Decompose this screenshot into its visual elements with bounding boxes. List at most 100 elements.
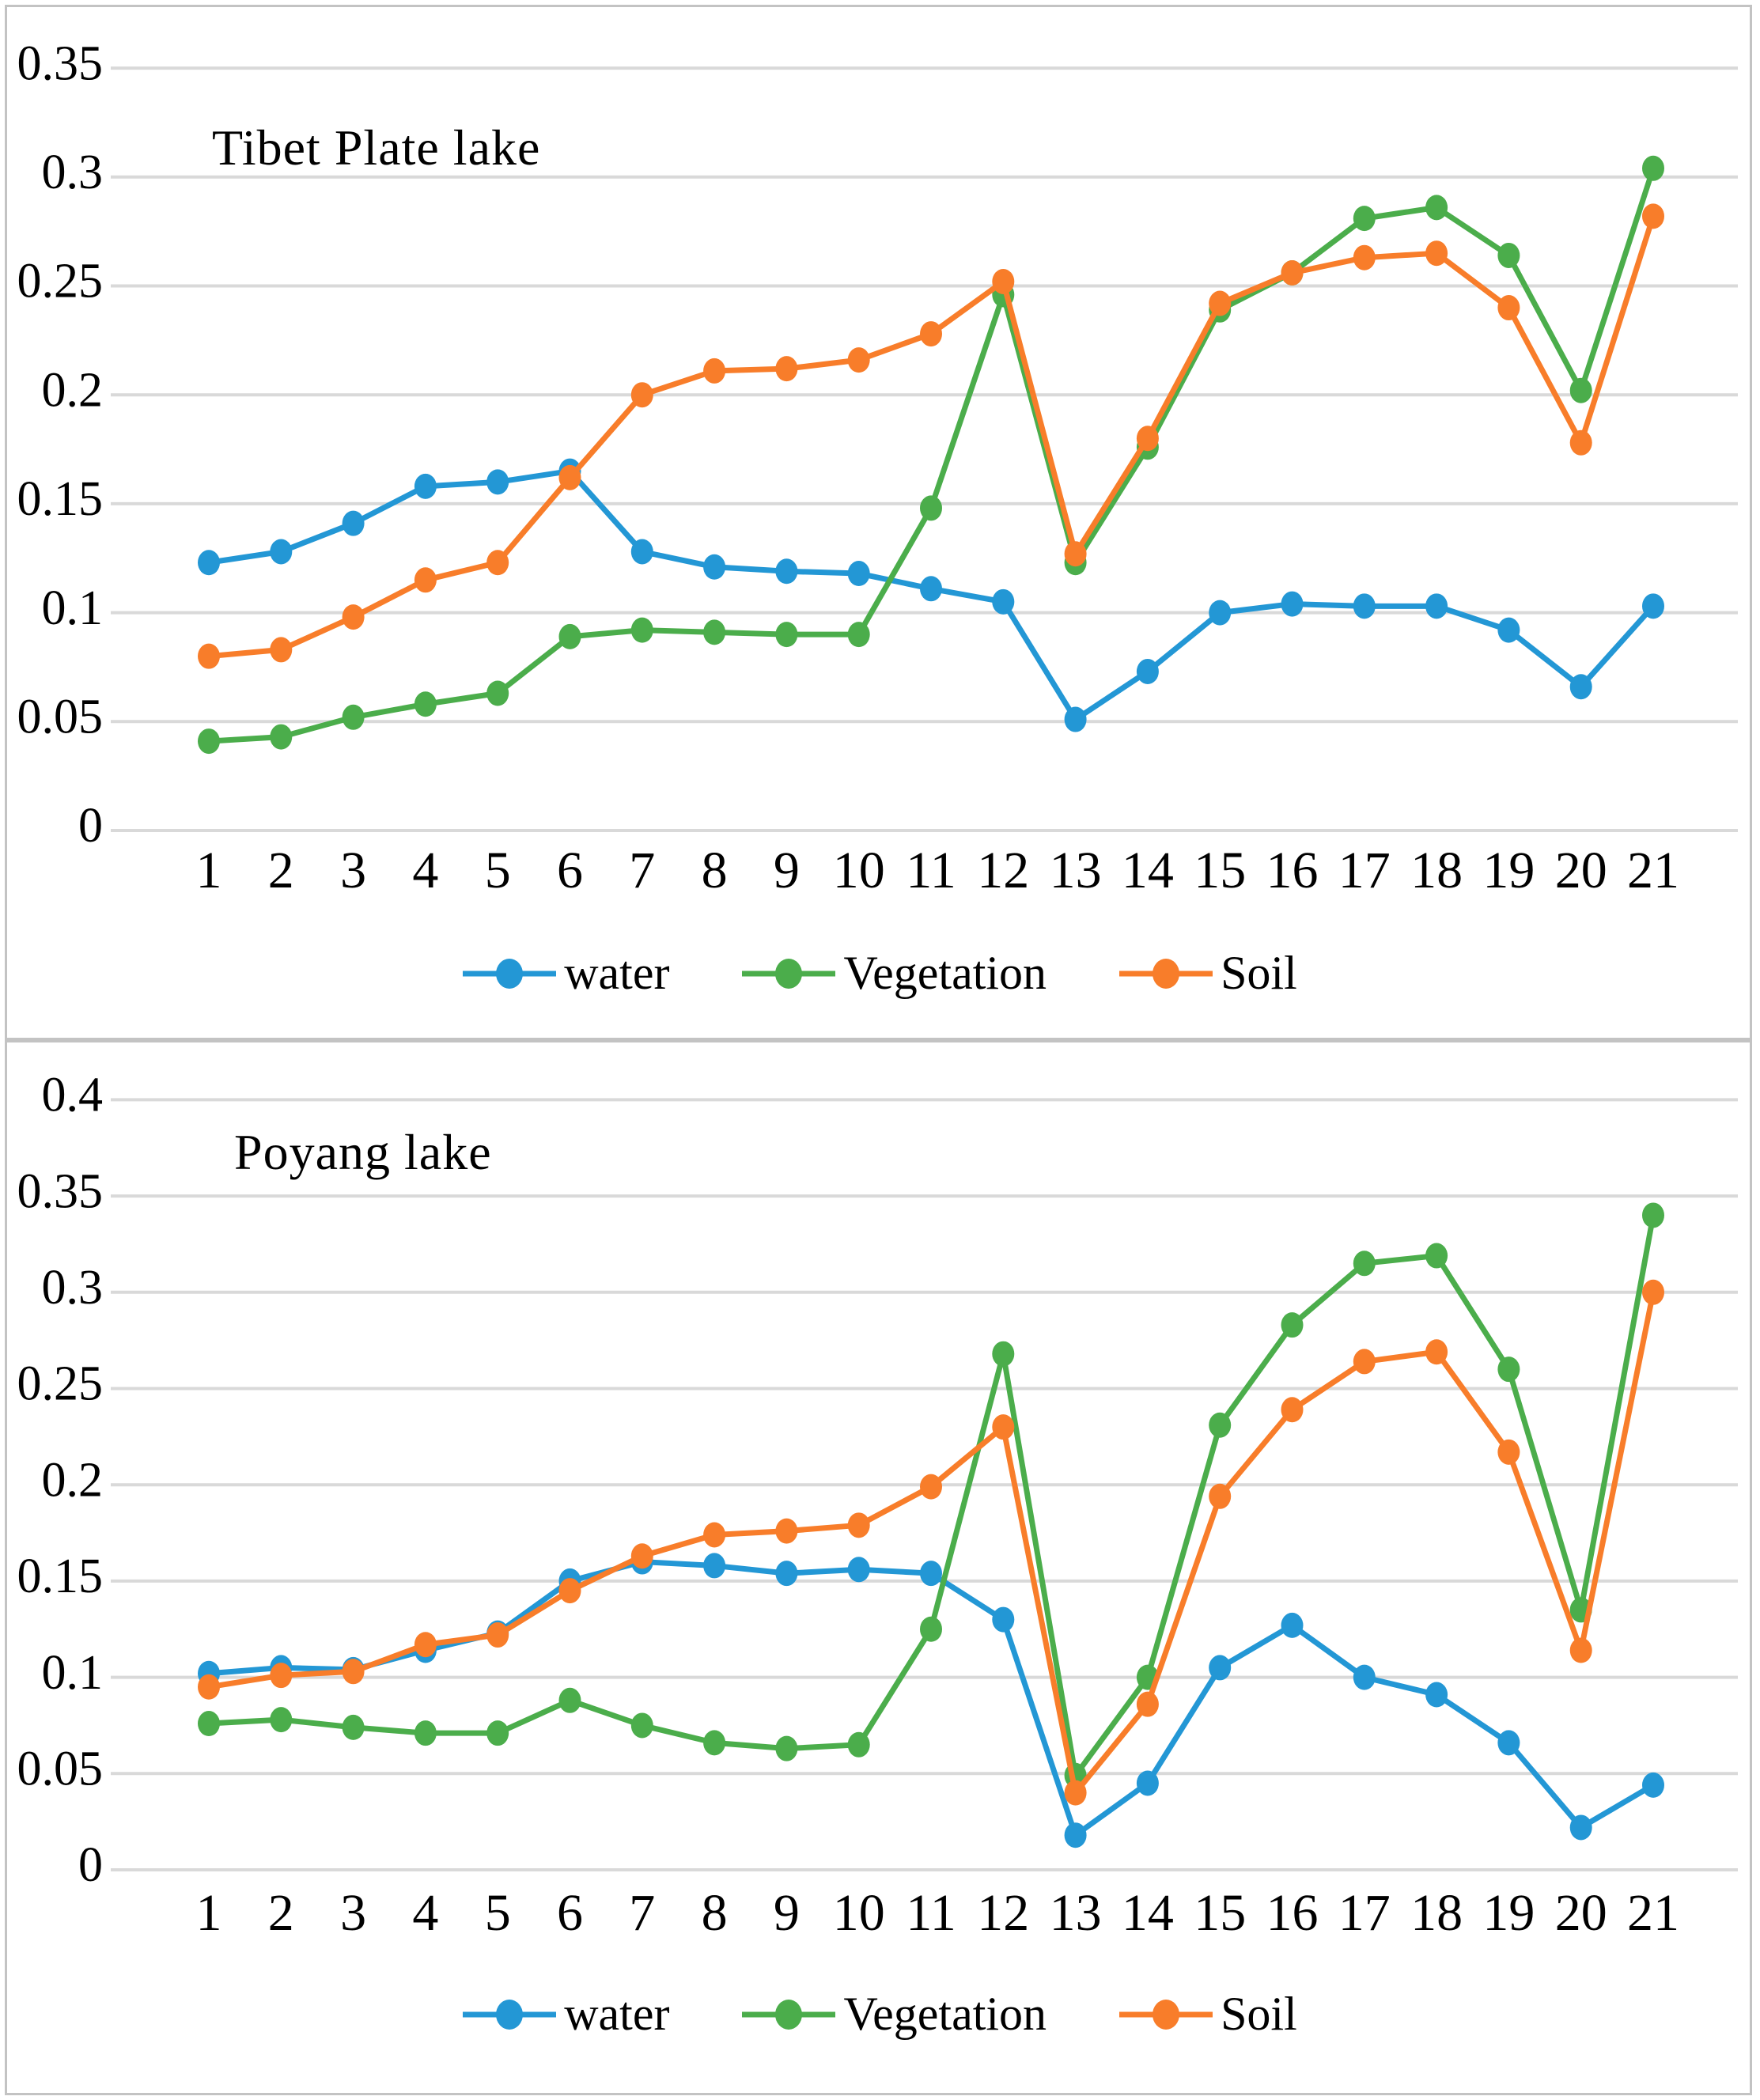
data-point-soil-7[interactable] — [630, 382, 653, 408]
data-point-water-7[interactable] — [630, 539, 653, 565]
data-point-soil-18[interactable] — [1425, 1339, 1448, 1365]
legend-item-water[interactable]: water — [463, 1987, 669, 2041]
data-point-vegetation-8[interactable] — [703, 619, 726, 645]
data-point-vegetation-10[interactable] — [847, 1731, 870, 1758]
data-point-water-4[interactable] — [414, 473, 437, 499]
data-point-soil-14[interactable] — [1136, 1691, 1159, 1717]
data-point-vegetation-17[interactable] — [1353, 206, 1376, 232]
data-point-soil-15[interactable] — [1209, 290, 1232, 316]
data-point-soil-19[interactable] — [1497, 295, 1520, 321]
data-point-vegetation-5[interactable] — [486, 680, 509, 706]
data-point-soil-18[interactable] — [1425, 240, 1448, 267]
data-point-vegetation-21[interactable] — [1642, 155, 1664, 181]
data-point-vegetation-6[interactable] — [558, 1687, 581, 1713]
data-point-vegetation-17[interactable] — [1353, 1251, 1376, 1277]
data-point-soil-7[interactable] — [630, 1543, 653, 1569]
data-point-soil-5[interactable] — [486, 1622, 509, 1648]
data-point-water-13[interactable] — [1064, 706, 1087, 732]
data-point-vegetation-7[interactable] — [630, 617, 653, 643]
data-point-water-16[interactable] — [1281, 1612, 1304, 1638]
data-point-vegetation-10[interactable] — [847, 622, 870, 648]
data-point-soil-12[interactable] — [992, 1414, 1015, 1440]
data-point-water-21[interactable] — [1642, 1772, 1664, 1798]
data-point-soil-4[interactable] — [414, 1632, 437, 1658]
data-point-vegetation-18[interactable] — [1425, 1243, 1448, 1269]
data-point-soil-21[interactable] — [1642, 203, 1664, 229]
data-point-vegetation-15[interactable] — [1209, 1412, 1232, 1438]
data-point-soil-9[interactable] — [775, 356, 798, 382]
data-point-vegetation-20[interactable] — [1569, 377, 1592, 403]
data-point-soil-9[interactable] — [775, 1518, 798, 1544]
data-point-soil-8[interactable] — [703, 1522, 726, 1548]
data-point-soil-10[interactable] — [847, 347, 870, 373]
legend-item-vegetation[interactable]: Vegetation — [742, 1987, 1047, 2041]
data-point-water-5[interactable] — [486, 469, 509, 495]
data-point-water-9[interactable] — [775, 558, 798, 585]
data-point-vegetation-11[interactable] — [920, 1616, 942, 1642]
data-point-soil-5[interactable] — [486, 550, 509, 576]
data-point-water-19[interactable] — [1497, 617, 1520, 643]
data-point-vegetation-16[interactable] — [1281, 1312, 1304, 1338]
data-point-soil-13[interactable] — [1064, 1780, 1087, 1806]
legend-item-vegetation[interactable]: Vegetation — [742, 946, 1047, 1001]
data-point-soil-21[interactable] — [1642, 1279, 1664, 1305]
data-point-water-19[interactable] — [1497, 1730, 1520, 1756]
data-point-water-11[interactable] — [920, 1561, 942, 1587]
data-point-water-11[interactable] — [920, 576, 942, 602]
data-point-water-18[interactable] — [1425, 1682, 1448, 1708]
data-point-vegetation-7[interactable] — [630, 1712, 653, 1739]
data-point-soil-17[interactable] — [1353, 1349, 1376, 1375]
data-point-soil-4[interactable] — [414, 567, 437, 593]
data-point-soil-10[interactable] — [847, 1512, 870, 1538]
data-point-water-21[interactable] — [1642, 593, 1664, 619]
data-point-vegetation-19[interactable] — [1497, 242, 1520, 268]
data-point-water-15[interactable] — [1209, 1655, 1232, 1681]
data-point-soil-13[interactable] — [1064, 541, 1087, 567]
data-point-vegetation-2[interactable] — [270, 724, 293, 750]
data-point-soil-11[interactable] — [920, 1474, 942, 1500]
data-point-water-12[interactable] — [992, 588, 1015, 615]
legend-item-soil[interactable]: Soil — [1119, 1987, 1297, 2041]
data-point-vegetation-9[interactable] — [775, 622, 798, 648]
data-point-vegetation-18[interactable] — [1425, 195, 1448, 221]
data-point-soil-8[interactable] — [703, 358, 726, 384]
data-point-water-8[interactable] — [703, 1553, 726, 1579]
data-point-water-9[interactable] — [775, 1561, 798, 1587]
data-point-vegetation-11[interactable] — [920, 495, 942, 521]
data-point-soil-3[interactable] — [342, 1659, 365, 1685]
data-point-water-8[interactable] — [703, 554, 726, 580]
data-point-water-17[interactable] — [1353, 593, 1376, 619]
data-point-soil-19[interactable] — [1497, 1439, 1520, 1465]
data-point-soil-6[interactable] — [558, 464, 581, 490]
data-point-soil-15[interactable] — [1209, 1483, 1232, 1509]
data-point-vegetation-1[interactable] — [198, 1711, 220, 1737]
data-point-water-15[interactable] — [1209, 600, 1232, 626]
data-point-vegetation-1[interactable] — [198, 728, 220, 755]
data-point-vegetation-8[interactable] — [703, 1730, 726, 1756]
data-point-water-2[interactable] — [270, 539, 293, 565]
data-point-vegetation-3[interactable] — [342, 1714, 365, 1740]
data-point-soil-16[interactable] — [1281, 1397, 1304, 1423]
data-point-water-16[interactable] — [1281, 591, 1304, 617]
data-point-soil-2[interactable] — [270, 1663, 293, 1689]
data-point-soil-1[interactable] — [198, 1674, 220, 1700]
data-point-soil-12[interactable] — [992, 268, 1015, 294]
legend-item-soil[interactable]: Soil — [1119, 946, 1297, 1001]
data-point-soil-20[interactable] — [1569, 429, 1592, 456]
data-point-vegetation-21[interactable] — [1642, 1202, 1664, 1228]
data-point-water-12[interactable] — [992, 1606, 1015, 1633]
data-point-soil-6[interactable] — [558, 1578, 581, 1604]
data-point-water-10[interactable] — [847, 561, 870, 587]
data-point-soil-3[interactable] — [342, 604, 365, 630]
data-point-vegetation-19[interactable] — [1497, 1356, 1520, 1383]
legend-item-water[interactable]: water — [463, 946, 669, 1001]
data-point-water-17[interactable] — [1353, 1664, 1376, 1690]
data-point-soil-16[interactable] — [1281, 259, 1304, 286]
data-point-water-10[interactable] — [847, 1557, 870, 1583]
data-point-vegetation-3[interactable] — [342, 704, 365, 730]
data-point-vegetation-2[interactable] — [270, 1707, 293, 1733]
data-point-soil-11[interactable] — [920, 321, 942, 347]
data-point-water-18[interactable] — [1425, 593, 1448, 619]
data-point-soil-17[interactable] — [1353, 244, 1376, 271]
data-point-soil-1[interactable] — [198, 643, 220, 669]
